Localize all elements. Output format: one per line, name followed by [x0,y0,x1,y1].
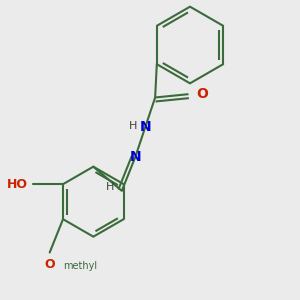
Text: O: O [44,257,55,271]
Text: H: H [128,121,137,131]
Text: methyl: methyl [63,261,97,271]
Text: HO: HO [7,178,28,191]
Text: H: H [106,182,115,193]
Text: O: O [196,87,208,101]
Text: N: N [129,151,141,164]
Text: N: N [139,121,151,134]
